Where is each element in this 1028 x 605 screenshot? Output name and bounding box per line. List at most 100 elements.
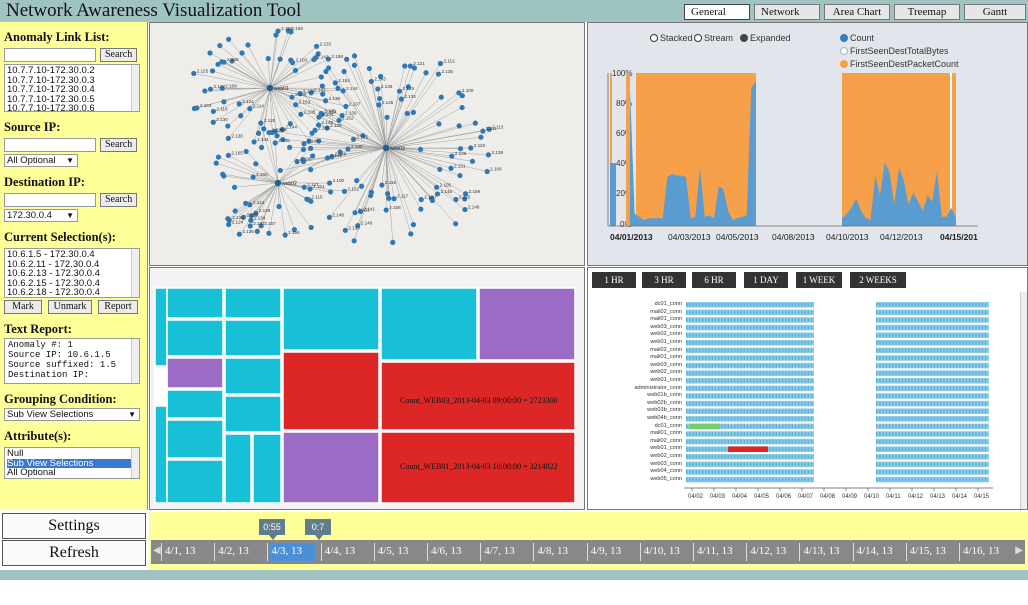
- timeline-left-arrow-icon[interactable]: ◀: [153, 545, 161, 556]
- area-chart-panel[interactable]: Stacked Stream Expanded Count FirstSeenD…: [587, 22, 1028, 266]
- gantt-svg[interactable]: [588, 268, 1028, 510]
- gantt-tick-mark: [978, 333, 980, 337]
- gantt-tick-mark: [804, 470, 806, 474]
- list-scrollbar[interactable]: [131, 448, 139, 478]
- anomaly-search-input[interactable]: [4, 48, 96, 62]
- gantt-tick-mark: [879, 432, 881, 436]
- tab-general-view[interactable]: General View: [684, 4, 750, 32]
- gantt-tick-mark: [727, 424, 729, 429]
- gantt-tick-mark: [920, 401, 923, 406]
- list-item[interactable]: 10.7.7.10-172.30.0.2: [7, 65, 95, 76]
- gantt-tick-mark: [804, 341, 806, 345]
- graph-edge: [385, 147, 433, 201]
- area-chart-svg[interactable]: [588, 23, 1028, 266]
- current-selection-list[interactable]: 10.6.1.5 - 172.30.0.4 10.6.2.11 - 172.30…: [4, 248, 140, 298]
- attribute-list[interactable]: Null Sub View Selections All Optional: [4, 447, 140, 479]
- timeline-selection[interactable]: [269, 543, 315, 561]
- gantt-tick-mark: [908, 447, 910, 451]
- range-2weeks-button[interactable]: 2 WEEKS: [850, 272, 906, 288]
- graph-node-label: 2.125: [459, 195, 471, 200]
- network-graph-panel[interactable]: 2.104 2.104 2.109 2.107 2.116 2.114 2.139 2.105…: [149, 22, 585, 266]
- gantt-tick-mark: [686, 401, 688, 406]
- gantt-tick-mark: [711, 325, 713, 330]
- timeline-track[interactable]: ◀ ▶ 4/1, 13 4/2, 13 4/3, 13 4/4, 13 4/5, 13 4…: [151, 540, 1025, 564]
- series-count-legend[interactable]: Count: [840, 33, 874, 43]
- series-bytes-legend[interactable]: FirstSeenDestTotalBytes: [840, 46, 949, 56]
- anomaly-search-button[interactable]: Search: [100, 48, 138, 62]
- list-item[interactable]: 10.7.7.10-172.30.0.3: [7, 74, 95, 86]
- gantt-tick-mark: [721, 401, 723, 406]
- list-item[interactable]: Sub View Selections: [7, 458, 137, 468]
- gantt-scrollbar[interactable]: [1020, 292, 1027, 509]
- list-item[interactable]: 10.7.7.10-172.30.0.4: [7, 84, 95, 95]
- list-item[interactable]: 10.6.2.13 - 172.30.0.4: [7, 268, 100, 279]
- range-1day-button[interactable]: 1 DAY: [744, 272, 788, 288]
- graph-edge: [328, 67, 387, 149]
- series-packets-legend[interactable]: FirstSeenDestPacketCount: [840, 59, 959, 69]
- range-1hr-button[interactable]: 1 HR: [592, 272, 636, 288]
- timeline-right-arrow-icon[interactable]: ▶: [1015, 545, 1023, 556]
- gantt-tick-mark: [695, 401, 697, 406]
- grouping-condition-select[interactable]: Sub View Selections ▼: [4, 408, 140, 421]
- list-item[interactable]: 10.7.7.10-172.30.0.5: [7, 93, 95, 105]
- treemap-svg[interactable]: [150, 268, 585, 510]
- destination-ip-select[interactable]: 172.30.0.4 ▼: [4, 209, 78, 222]
- graph-edge: [353, 139, 387, 149]
- gantt-tick-mark: [911, 356, 913, 360]
- report-button[interactable]: Report: [98, 300, 138, 314]
- gantt-tick-mark: [721, 447, 723, 451]
- timeline-end-handle[interactable]: 0:7: [305, 519, 331, 540]
- tab-network-graph[interactable]: Network Graph: [754, 4, 820, 32]
- tab-area-chart[interactable]: Area Chart: [824, 4, 890, 20]
- settings-button[interactable]: Settings: [2, 513, 146, 539]
- range-1week-button[interactable]: 1 WEEK: [796, 272, 842, 288]
- anomaly-link-list[interactable]: 10.7.7.10-172.30.0.2 10.7.7.10-172.30.0.…: [4, 64, 140, 114]
- range-6hr-button[interactable]: 6 HR: [692, 272, 736, 288]
- unmark-button[interactable]: Unmark: [48, 300, 92, 314]
- list-scrollbar[interactable]: [131, 249, 139, 297]
- graph-edge: [385, 147, 452, 157]
- destination-search-button[interactable]: Search: [100, 193, 138, 207]
- graph-node: [340, 88, 346, 94]
- gantt-tick-mark: [807, 341, 809, 345]
- gantt-tick-mark: [769, 333, 771, 337]
- list-item[interactable]: 10.6.2.18 - 172.30.0.4: [7, 287, 100, 298]
- list-item[interactable]: 10.6.1.5 - 172.30.0.4: [7, 249, 95, 260]
- tab-treemap[interactable]: Treemap: [894, 4, 960, 20]
- gantt-tick-mark: [914, 371, 916, 375]
- timeline-slider[interactable]: 0:55 0:7 ◀ ▶ 4/1, 13 4/2, 13 4/3, 13 4/4, 1…: [149, 512, 1028, 570]
- network-graph-svg[interactable]: 2.1042.1042.1092.1072.1162.1142.1392.105…: [150, 23, 585, 266]
- destination-ip-input[interactable]: [4, 193, 96, 207]
- source-ip-select[interactable]: All Optional ▼: [4, 154, 78, 167]
- source-ip-input[interactable]: [4, 138, 96, 152]
- mode-expanded-radio[interactable]: Expanded: [740, 33, 791, 43]
- list-scrollbar[interactable]: [131, 65, 139, 111]
- mode-stream-radio[interactable]: Stream: [694, 33, 733, 43]
- report-scrollbar[interactable]: [131, 339, 139, 383]
- list-item[interactable]: 10.6.2.11 - 172.30.0.4: [7, 258, 100, 270]
- gantt-tick-mark: [708, 303, 710, 307]
- text-report-box[interactable]: Anomaly #: 1 Source IP: 10.6.1.5 Source …: [4, 338, 140, 384]
- mark-button[interactable]: Mark: [4, 300, 42, 314]
- gantt-chart-panel[interactable]: 1 HR 3 HR 6 HR 1 DAY 1 WEEK 2 WEEKS dc01…: [587, 267, 1028, 510]
- gantt-tick-mark: [782, 409, 784, 413]
- list-item[interactable]: All Optional: [7, 467, 56, 478]
- source-search-button[interactable]: Search: [100, 138, 138, 152]
- graph-labels: 2.1042.1042.1092.1072.1162.1142.1392.105…: [197, 26, 504, 235]
- graph-node: [324, 155, 331, 161]
- treemap-panel[interactable]: Count_WEB03_2013-04-03 09:00:00 = 272330…: [149, 267, 585, 510]
- range-3hr-button[interactable]: 3 HR: [642, 272, 686, 288]
- gantt-tick-mark: [927, 417, 929, 421]
- list-item[interactable]: 10.6.2.15 - 172.30.0.4: [7, 277, 100, 289]
- gantt-tick-mark: [794, 325, 797, 330]
- gantt-tick-mark: [750, 386, 752, 391]
- graph-node: [377, 73, 384, 80]
- tab-gantt-chart[interactable]: Gantt Chart: [964, 4, 1026, 32]
- mode-stacked-radio[interactable]: Stacked: [650, 33, 693, 43]
- list-item[interactable]: Null: [7, 448, 24, 459]
- timeline-start-handle[interactable]: 0:55: [259, 519, 285, 540]
- list-item[interactable]: 10.7.7.10-172.30.0.6: [7, 103, 95, 114]
- gantt-tick-mark: [775, 386, 777, 391]
- gantt-tick-mark: [772, 333, 774, 337]
- refresh-button[interactable]: Refresh: [2, 540, 146, 566]
